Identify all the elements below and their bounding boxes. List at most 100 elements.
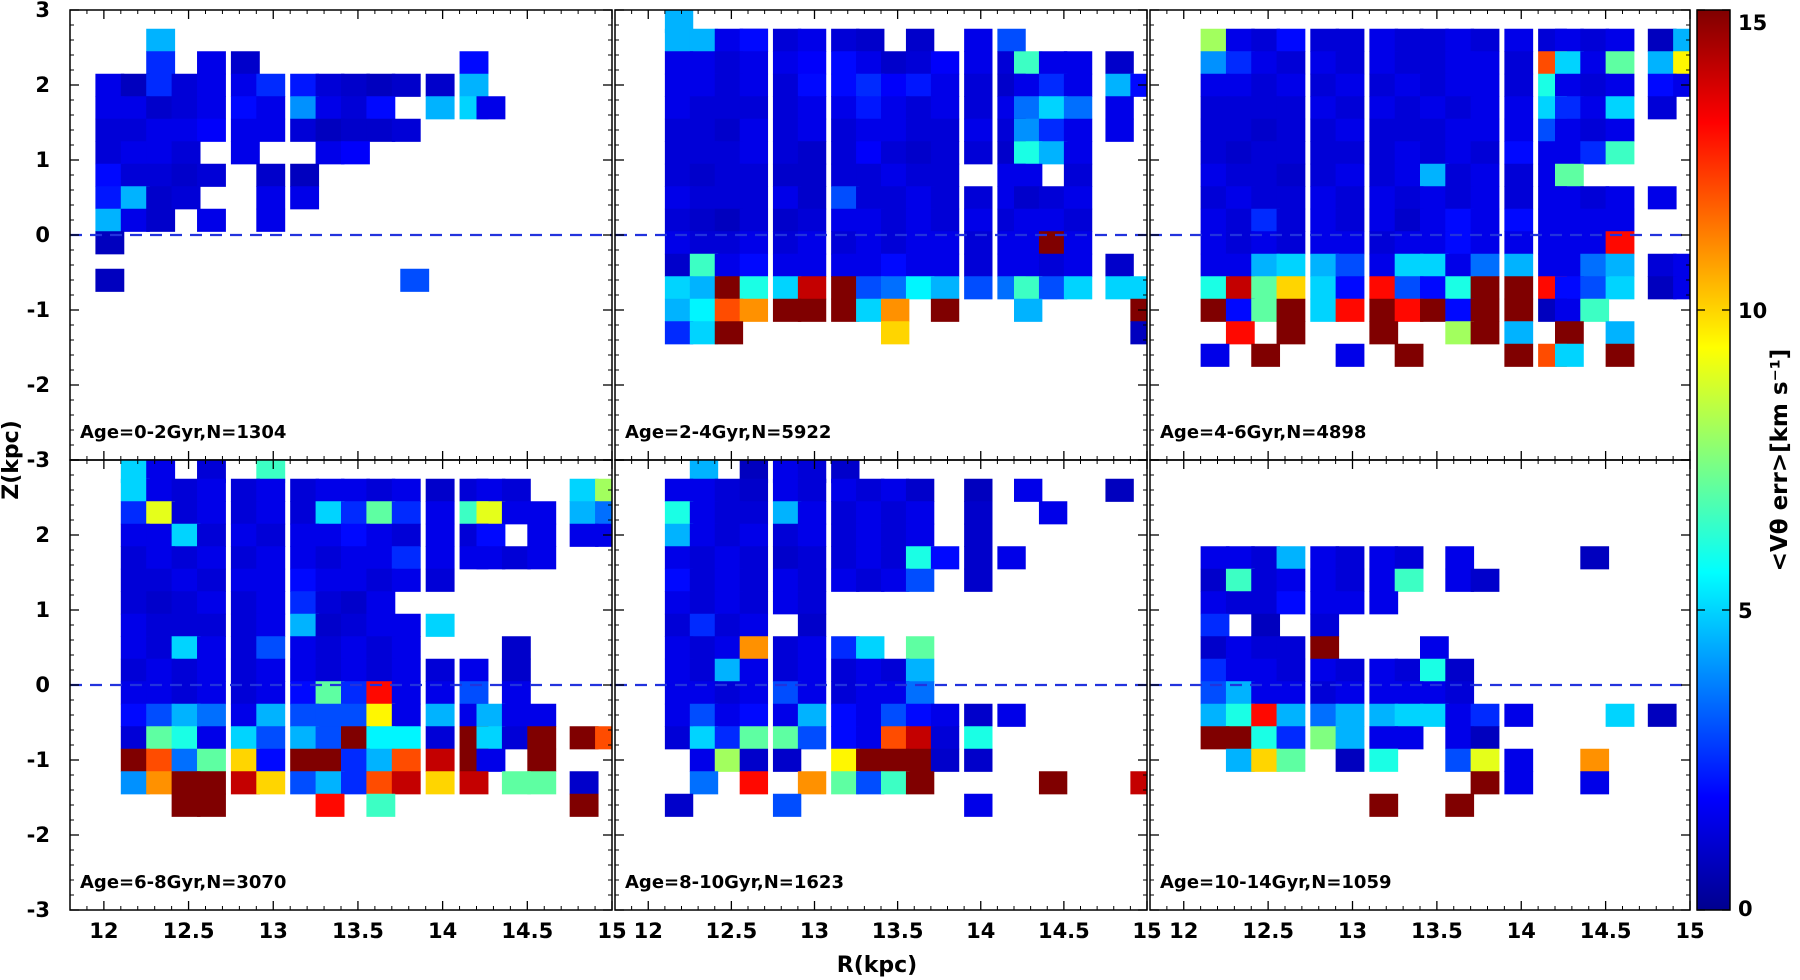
colorbar: 15 10 5 0 <Vθ err>[km s⁻¹] — [1696, 9, 1793, 921]
y-tick-label: -2 — [27, 823, 50, 847]
heat-cell — [856, 681, 885, 705]
heat-cell — [1470, 321, 1500, 345]
heat-cell — [366, 96, 396, 120]
heat-cell — [1369, 51, 1399, 75]
heat-cell — [1335, 681, 1365, 705]
heat-cell — [366, 546, 396, 570]
heat-cell — [1555, 51, 1584, 75]
heat-cell — [341, 591, 370, 615]
heat-cell — [881, 118, 910, 142]
heat-cell — [569, 726, 599, 750]
heat-cell — [664, 681, 694, 705]
x-tick-label: 12 — [89, 919, 118, 943]
heat-cell — [1369, 208, 1399, 232]
heat-cell — [171, 703, 201, 727]
heat-cell — [664, 28, 694, 52]
heat-cell — [391, 658, 421, 682]
heat-cell — [664, 208, 694, 232]
heat-cell — [146, 96, 176, 120]
heat-cell — [1310, 186, 1340, 210]
heat-cell — [881, 478, 910, 502]
heat-cell — [1335, 748, 1365, 772]
heat-cell — [197, 636, 226, 660]
heat-cell — [146, 748, 176, 772]
heat-cell — [1225, 321, 1255, 345]
heat-cell — [797, 703, 827, 727]
heat-cell — [1420, 141, 1449, 165]
heat-cell — [797, 208, 827, 232]
heat-cell — [881, 231, 910, 255]
heat-cell — [366, 523, 396, 547]
heat-cell — [1063, 253, 1093, 277]
heat-cell — [1445, 118, 1475, 142]
heat-cell — [459, 681, 489, 705]
heat-cell — [1225, 546, 1255, 570]
heat-cell — [1580, 748, 1610, 772]
heat-cell — [689, 591, 719, 615]
heat-cell — [1200, 51, 1230, 75]
heat-cell — [1225, 276, 1255, 300]
heat-cell — [881, 298, 910, 322]
heat-cell — [1276, 118, 1306, 142]
heat-cell — [1251, 658, 1281, 682]
heat-cell — [230, 478, 260, 502]
heat-cell — [714, 726, 744, 750]
heat-cell — [146, 636, 176, 660]
heat-cell — [1470, 748, 1500, 772]
heat-cell — [856, 231, 885, 255]
heat-cell — [1310, 231, 1340, 255]
heat-cell — [171, 658, 201, 682]
heat-cell — [1555, 208, 1584, 232]
heat-cell — [197, 51, 226, 75]
heat-cell — [425, 703, 455, 727]
heat-cell — [1310, 208, 1340, 232]
heat-cell — [739, 613, 769, 637]
heat-cell — [120, 478, 150, 502]
heat-cell — [714, 523, 744, 547]
heat-cell — [1276, 636, 1306, 660]
heat-cell — [1504, 208, 1534, 232]
heat-cell — [856, 208, 885, 232]
heat-cell — [664, 298, 694, 322]
heat-cell — [290, 703, 320, 727]
heat-cell — [315, 726, 345, 750]
heat-cell — [905, 118, 935, 142]
heat-cell — [964, 51, 993, 75]
heat-cell — [146, 726, 176, 750]
heat-cell — [664, 478, 694, 502]
heat-cell — [881, 51, 910, 75]
heat-cell — [1200, 28, 1230, 52]
heat-cell — [930, 186, 960, 210]
heat-cell — [689, 658, 719, 682]
heat-cell — [230, 523, 260, 547]
heat-cell — [1276, 748, 1306, 772]
heat-cell — [831, 186, 860, 210]
heat-cell — [197, 591, 226, 615]
heat-cell — [905, 568, 935, 592]
heat-cell — [1420, 28, 1449, 52]
heat-cell — [905, 208, 935, 232]
heat-cell — [689, 208, 719, 232]
heat-cell — [391, 636, 421, 660]
heat-cell — [739, 298, 769, 322]
heat-cell — [256, 118, 286, 142]
heat-cell — [797, 186, 827, 210]
heat-cell — [714, 253, 744, 277]
heat-cell — [146, 208, 176, 232]
heat-cell — [997, 703, 1026, 727]
heat-cell — [230, 703, 260, 727]
heat-cell — [772, 96, 802, 120]
heat-cell — [714, 163, 744, 187]
heat-cell — [905, 658, 935, 682]
heat-cell — [1038, 253, 1068, 277]
heat-cell — [714, 546, 744, 570]
heat-cell — [425, 658, 455, 682]
heat-cell — [1369, 253, 1399, 277]
heat-cell — [831, 276, 860, 300]
heat-cell — [689, 51, 719, 75]
heat-cell — [569, 523, 599, 547]
heat-cell — [689, 141, 719, 165]
heat-cell — [1335, 546, 1365, 570]
heat-cell — [1580, 276, 1610, 300]
heat-cell — [120, 523, 150, 547]
